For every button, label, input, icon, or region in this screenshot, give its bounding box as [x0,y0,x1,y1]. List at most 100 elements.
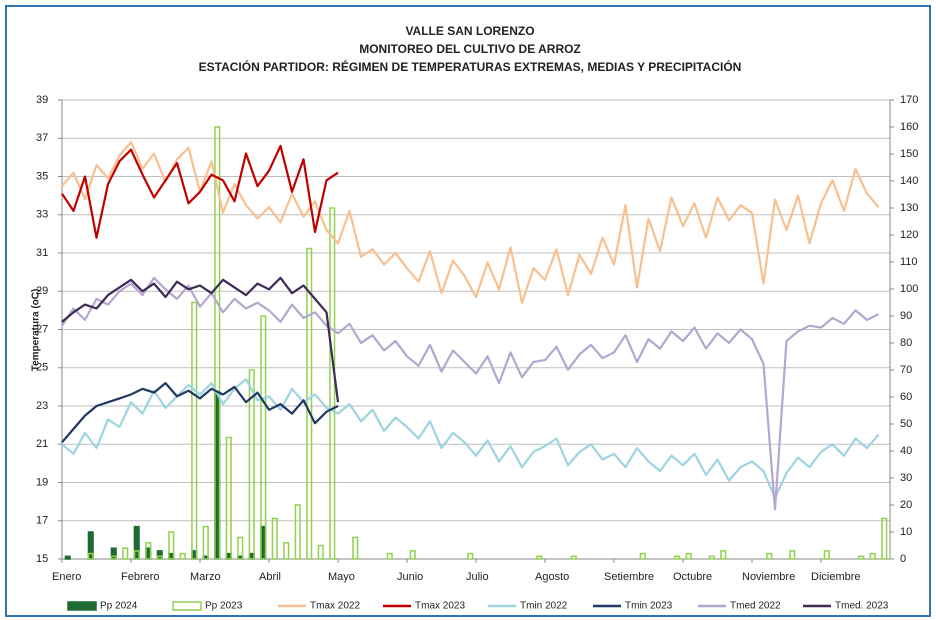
y-tick-label: 27 [36,323,48,335]
precip-bar [536,555,543,560]
y2-tick-label: 140 [900,175,918,187]
precip-bar [720,550,727,560]
precip-bar [306,247,313,560]
precip-bar [467,552,474,560]
chart-title: VALLE SAN LORENZO [405,24,534,38]
series-line [61,382,339,444]
legend-label: Tmed. 2023 [835,601,889,612]
x-tick-label: Enero [52,571,81,583]
legend-label: Pp 2024 [100,601,138,612]
chart-subtitle: MONITOREO DEL CULTIVO DE ARROZ [359,42,581,56]
y2-tick-label: 90 [900,310,912,322]
legend-label: Tmax 2022 [310,601,360,612]
series-line [61,276,340,403]
y-tick-label: 21 [36,438,48,450]
series-line [61,144,339,239]
series-line [61,141,880,304]
y2-tick-label: 10 [900,526,912,538]
legend-swatch [67,601,97,611]
y2-tick-label: 170 [900,94,918,106]
x-tick-label: Junio [397,571,423,583]
precip-bar [214,126,221,560]
y2-tick-label: 40 [900,445,912,457]
precip-bar [64,555,71,560]
x-tick-label: Julio [466,571,489,583]
precip-bar [156,555,163,560]
y-tick-label: 15 [36,553,48,565]
precip-bar [237,536,244,560]
series-line [61,276,879,511]
x-tick-label: Octubre [673,571,712,583]
legend-label: Tmin 2023 [625,601,673,612]
precip-bar [271,517,278,560]
precip-bar [409,550,416,560]
y-tick-label: 31 [36,247,48,259]
precip-bar [133,550,140,560]
y2-tick-label: 0 [900,553,906,565]
precip-bar [766,552,773,560]
y2-tick-label: 20 [900,499,912,511]
precip-bar [789,550,796,560]
x-tick-label: Abril [259,571,281,583]
legend-swatch [172,601,202,611]
precip-bar [869,552,876,560]
legend-label: Tmed 2022 [730,601,781,612]
precip-bar [283,542,290,560]
precip-bar [168,531,175,560]
legend-label: Tmax 2023 [415,601,465,612]
precip-bar [202,525,209,560]
precip-bar [352,536,359,560]
precip-bar [248,369,255,560]
legend-label: Pp 2023 [205,601,243,612]
precip-bar [386,552,393,560]
y2-tick-label: 160 [900,121,918,133]
x-tick-label: Febrero [121,571,160,583]
chart-frame [5,5,931,617]
y2-tick-label: 120 [900,229,918,241]
y-tick-label: 23 [36,400,48,412]
y-tick-label: 19 [36,476,48,488]
y2-tick-label: 150 [900,148,918,160]
series-line [61,378,880,499]
legend-label: Tmin 2022 [520,601,568,612]
y2-tick-label: 80 [900,337,912,349]
precip-bar [110,555,117,560]
precip-bar [191,301,198,560]
precip-bar [858,555,865,560]
precip-bar [317,544,324,560]
x-tick-label: Setiembre [604,571,654,583]
x-tick-label: Mayo [328,571,355,583]
precip-bar [685,552,692,560]
y-tick-label: 33 [36,209,48,221]
y2-tick-label: 30 [900,472,912,484]
y2-tick-label: 110 [900,256,918,268]
precip-bar [708,555,715,560]
precip-bar [823,550,830,560]
y-axis-label: Temperatura (oC) [31,289,42,372]
precip-bar [881,517,888,560]
precip-bar [570,555,577,560]
y2-tick-label: 100 [900,283,918,295]
precip-bar [260,315,267,560]
y-tick-label: 37 [36,132,48,144]
precip-bar [294,504,301,560]
precip-bar [225,436,232,560]
y-tick-label: 17 [36,515,48,527]
precip-bar [87,552,94,560]
precip-bar [639,552,646,560]
y2-tick-label: 70 [900,364,912,376]
x-tick-label: Diciembre [811,571,861,583]
y-tick-label: 29 [36,285,48,297]
chart-subtitle: ESTACIÓN PARTIDOR: RÉGIMEN DE TEMPERATUR… [199,59,742,74]
precip-bar [179,552,186,560]
x-tick-label: Noviembre [742,571,795,583]
y2-tick-label: 130 [900,202,918,214]
y-tick-label: 25 [36,362,48,374]
precip-bar [674,555,681,560]
x-tick-label: Agosto [535,571,569,583]
precip-bar [145,542,152,560]
y-tick-label: 35 [36,170,48,182]
x-tick-label: Marzo [190,571,221,583]
